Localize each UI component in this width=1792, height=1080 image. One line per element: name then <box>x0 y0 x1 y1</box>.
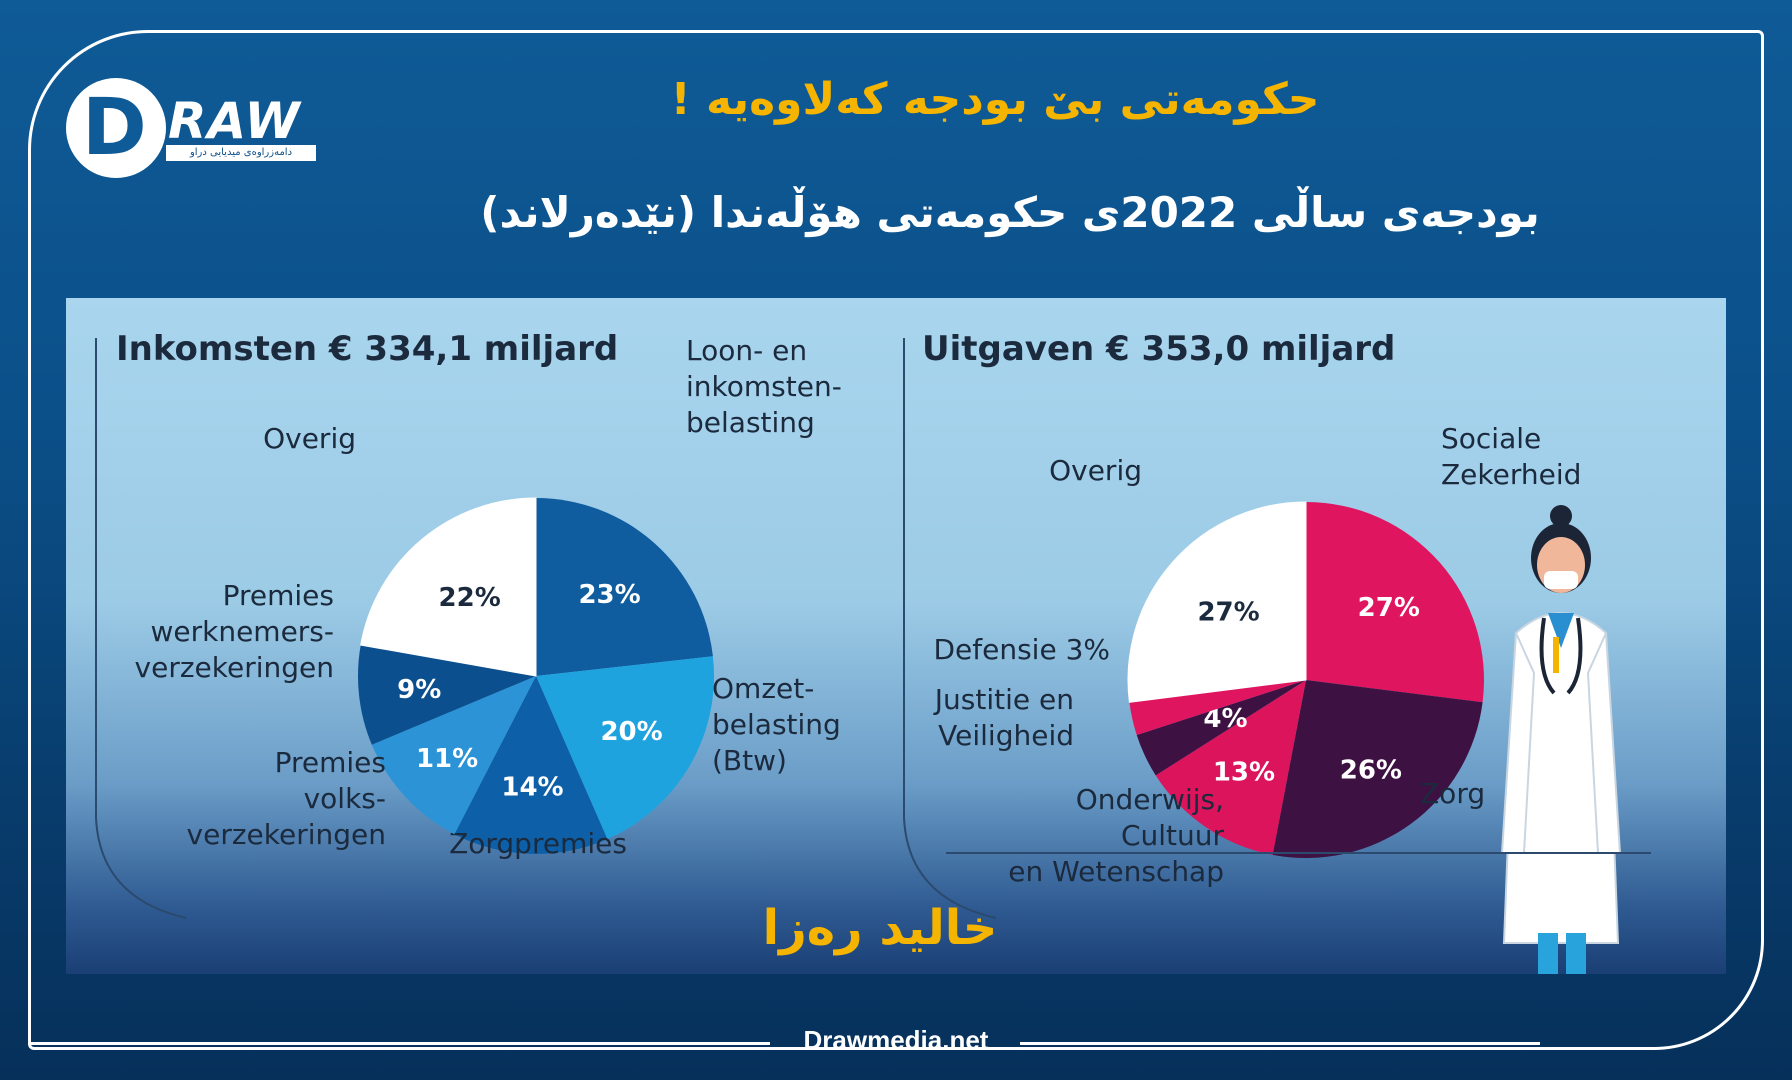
pie-slice-0-4 <box>358 645 536 745</box>
pie-slice-0-5 <box>360 497 537 677</box>
pie-category-label-1-5: Overig <box>1049 454 1142 487</box>
expense-frame-curve <box>903 338 997 919</box>
logo-tagline: دامەزراوەی میدیایی دراو <box>166 145 316 161</box>
pie-value-label-1-2: 13% <box>1213 757 1275 787</box>
pie-category-label-1-4: Defensie 3% <box>933 633 1110 666</box>
headline: حکومەتی بێ بودجە کەلاوەیە ! <box>670 74 1320 125</box>
pie-value-label-0-0: 23% <box>578 580 640 610</box>
logo-circle <box>66 78 166 178</box>
footer-rule-right <box>1020 1042 1540 1045</box>
pie-category-label-1-0: Sociale Zekerheid <box>1441 422 1581 491</box>
income-pie: 23% Loon- en inkomsten-belasting 20% Omzet-b… <box>135 334 842 860</box>
pie-value-label-0-3: 11% <box>416 744 478 774</box>
logo-mark: D <box>82 83 147 173</box>
pie-category-label-1-1: Zorg <box>1420 777 1485 810</box>
income-chart-title: Inkomsten € 334,1 miljard <box>116 329 618 369</box>
pie-category-label-0-4: Premies werknemers-verzekeringen <box>135 579 334 684</box>
footer-rule-left <box>30 1042 770 1045</box>
pie-slice-1-4 <box>1129 680 1306 736</box>
pie-value-label-1-1: 26% <box>1340 755 1402 785</box>
pie-category-label-0-2: Zorgpremies <box>449 827 627 860</box>
pie-slice-1-1 <box>1272 680 1483 858</box>
pie-category-label-0-3: Premies volks-verzekeringen <box>187 746 386 851</box>
pie-category-label-1-2: Onderwijs, Cultuur en Wetenschap <box>1008 783 1224 888</box>
expense-chart-title: Uitgaven € 353,0 miljard <box>922 329 1395 369</box>
pie-value-label-0-1: 20% <box>600 717 662 747</box>
infographic-panel: Inkomsten € 334,1 miljard Uitgaven € 353… <box>66 298 1726 974</box>
pie-value-label-0-4: 9% <box>397 675 441 705</box>
expense-pie: 27% Sociale Zekerheid 26% Zorg 13%Onderwijs, C… <box>933 422 1582 888</box>
pie-slice-1-3 <box>1136 680 1306 776</box>
doctor-illustration <box>1500 505 1622 974</box>
author-name: خالید رەزا <box>762 900 998 956</box>
pie-slice-0-0 <box>536 498 713 676</box>
income-frame-curve <box>95 338 187 919</box>
footer-site: Drawmedia.net <box>803 1025 989 1055</box>
pie-category-label-0-5: Overig <box>263 422 356 455</box>
subheadline: بودجەی ساڵی 2022ی حکومەتی هۆڵەندا (نێدەر… <box>480 188 1540 237</box>
budget-pie-charts: Inkomsten € 334,1 miljard Uitgaven € 353… <box>95 329 1651 974</box>
pie-slice-0-2 <box>454 676 608 855</box>
pie-value-label-1-0: 27% <box>1358 593 1420 623</box>
pie-slice-1-5 <box>1127 501 1307 703</box>
outer-frame <box>28 30 1764 1050</box>
pie-category-label-0-1: Omzet-belasting (Btw) <box>712 672 841 777</box>
pie-category-label-1-3: Justitie en Veiligheid <box>933 683 1074 752</box>
pie-slice-0-3 <box>371 676 536 835</box>
pie-value-label-0-5: 22% <box>439 583 501 613</box>
pie-slice-1-2 <box>1155 680 1306 855</box>
logo-text: RAW <box>168 92 301 150</box>
pie-value-label-1-5: 27% <box>1197 598 1259 628</box>
pie-category-label-0-0: Loon- en inkomsten-belasting <box>686 334 842 439</box>
pie-slice-0-1 <box>536 656 714 840</box>
pie-value-label-0-2: 14% <box>501 772 563 802</box>
draw-logo: D RAW دامەزراوەی میدیایی دراو <box>66 78 316 178</box>
pie-slice-1-0 <box>1306 502 1484 703</box>
